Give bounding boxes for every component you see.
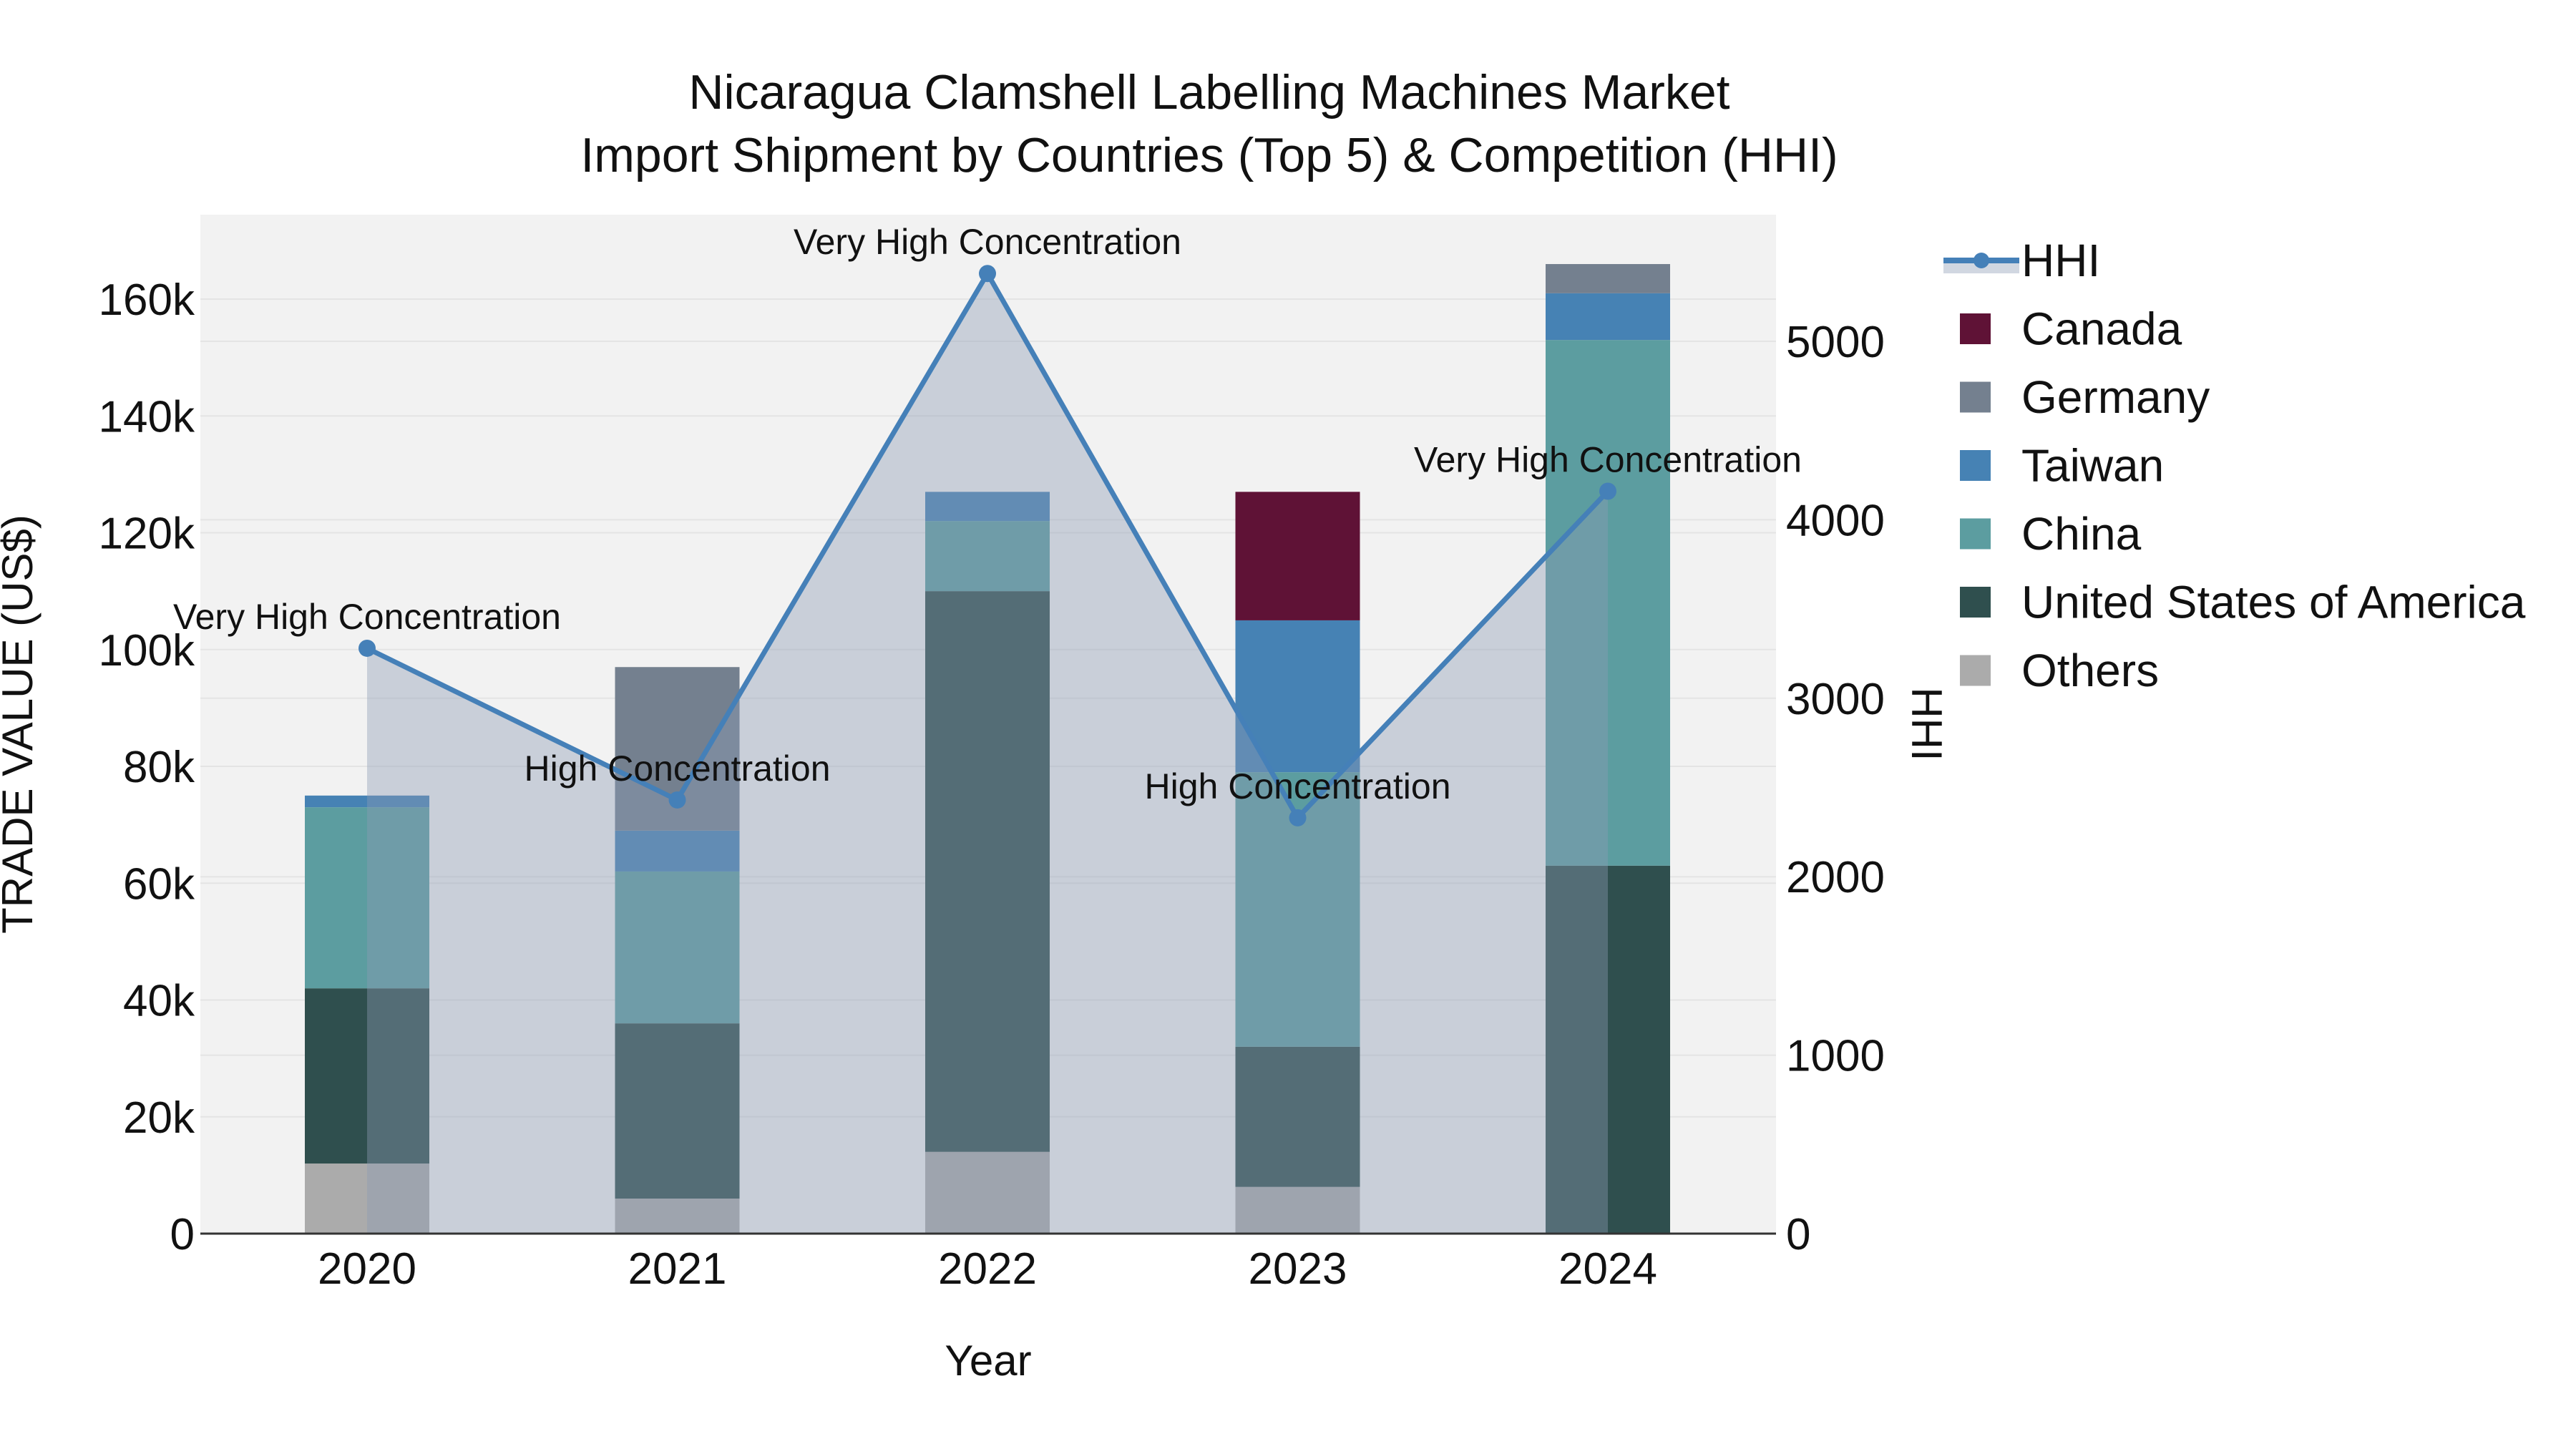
hhi-marker[interactable] bbox=[1289, 809, 1307, 826]
y-left-tick-label: 160k bbox=[99, 275, 195, 325]
annotation-label: High Concentration bbox=[1144, 766, 1450, 806]
bar-segment[interactable] bbox=[925, 492, 1050, 522]
legend-hhi-marker-sample bbox=[1974, 253, 1989, 268]
x-tick-label: 2024 bbox=[1558, 1244, 1657, 1294]
hhi-marker[interactable] bbox=[358, 639, 376, 657]
x-axis-title: Year bbox=[945, 1337, 1031, 1385]
annotation-label: High Concentration bbox=[524, 748, 830, 789]
bar-segment[interactable] bbox=[615, 871, 740, 1024]
bar-segment[interactable] bbox=[305, 1163, 429, 1234]
y-left-tick-label: 60k bbox=[123, 859, 195, 909]
legend-label: Canada bbox=[2021, 303, 2182, 355]
legend-item[interactable]: Germany bbox=[1960, 371, 2210, 423]
bar-segment[interactable] bbox=[1235, 1186, 1360, 1234]
legend-item[interactable]: Canada bbox=[1960, 303, 2182, 355]
hhi-line-group bbox=[358, 265, 1616, 826]
legend-label: United States of America bbox=[2021, 577, 2526, 628]
x-tick-label: 2023 bbox=[1249, 1244, 1347, 1294]
legend-item[interactable]: HHI bbox=[1943, 235, 2100, 286]
legend-item[interactable]: China bbox=[1960, 508, 2142, 560]
legend-label: Germany bbox=[2021, 371, 2210, 423]
legend-swatch bbox=[1960, 655, 1991, 686]
bar-segment[interactable] bbox=[305, 988, 429, 1164]
hhi-area-fill bbox=[367, 273, 1608, 1234]
legend-label: China bbox=[2021, 508, 2142, 560]
bar-segment[interactable] bbox=[305, 807, 429, 989]
annotation-label: Very High Concentration bbox=[1414, 439, 1802, 479]
legend-swatch bbox=[1960, 313, 1991, 344]
legend-label: Others bbox=[2021, 645, 2159, 696]
legend: HHI Canada Germany Taiwan China United States… bbox=[1943, 235, 2526, 696]
stacked-bars-group bbox=[305, 264, 1670, 1234]
legend-label: HHI bbox=[2021, 235, 2100, 286]
y-right-tick-label: 2000 bbox=[1786, 853, 1885, 902]
bar-segment[interactable] bbox=[1546, 340, 1670, 866]
bar-segment[interactable] bbox=[1546, 293, 1670, 341]
bar-segment[interactable] bbox=[1546, 865, 1670, 1234]
hhi-marker[interactable] bbox=[979, 265, 996, 283]
bar-segment[interactable] bbox=[615, 1199, 740, 1234]
annotation-label: Very High Concentration bbox=[794, 222, 1181, 262]
legend-swatch bbox=[1960, 381, 1991, 413]
annotations-group: Very High Concentration High Concentratio… bbox=[173, 222, 1802, 806]
legend-swatch bbox=[1960, 518, 1991, 550]
legend-swatch bbox=[1960, 450, 1991, 481]
hhi-area bbox=[367, 273, 1608, 1234]
y-right-axis-title: HHI bbox=[1903, 687, 1951, 761]
hhi-marker[interactable] bbox=[1599, 482, 1616, 500]
bar-segment[interactable] bbox=[925, 521, 1050, 592]
y-right-tick-label: 0 bbox=[1786, 1210, 1810, 1259]
bar-segment[interactable] bbox=[615, 830, 740, 872]
bar-segment[interactable] bbox=[1235, 1046, 1360, 1187]
y-right-tick-label: 1000 bbox=[1786, 1032, 1885, 1081]
bar-segment[interactable] bbox=[1546, 264, 1670, 293]
chart-title-line2: Import Shipment by Countries (Top 5) & C… bbox=[580, 128, 1838, 182]
y-left-tick-label: 140k bbox=[99, 392, 195, 441]
y-left-tick-label: 40k bbox=[123, 977, 195, 1026]
bar-segment[interactable] bbox=[925, 1151, 1050, 1234]
legend-item[interactable]: Others bbox=[1960, 645, 2159, 696]
bar-segment[interactable] bbox=[305, 795, 429, 808]
bar-segment[interactable] bbox=[615, 1023, 740, 1199]
hhi-marker[interactable] bbox=[668, 791, 686, 809]
y-right-tick-label: 3000 bbox=[1786, 675, 1885, 724]
annotation-label: Very High Concentration bbox=[173, 597, 561, 637]
chart-title-line1: Nicaragua Clamshell Labelling Machines M… bbox=[688, 65, 1729, 119]
legend-swatch bbox=[1960, 587, 1991, 618]
x-tick-label: 2020 bbox=[318, 1244, 416, 1294]
x-tick-label: 2022 bbox=[938, 1244, 1037, 1294]
y-left-tick-label: 100k bbox=[99, 626, 195, 675]
legend-label: Taiwan bbox=[2021, 440, 2164, 492]
y-right-tick-label: 5000 bbox=[1786, 318, 1885, 367]
y-left-axis-title: TRADE VALUE (US$) bbox=[0, 514, 42, 934]
y-left-tick-label: 0 bbox=[170, 1210, 195, 1259]
y-left-tick-label: 80k bbox=[123, 743, 195, 792]
legend-item[interactable]: United States of America bbox=[1960, 577, 2526, 628]
legend-item[interactable]: Taiwan bbox=[1960, 440, 2164, 492]
y-left-tick-label: 20k bbox=[123, 1093, 195, 1143]
axis-tick-labels: 0 20k 40k 60k 80k 100k 120k 140k 160k 0 1000 2000 30… bbox=[99, 275, 1885, 1294]
x-tick-label: 2021 bbox=[628, 1244, 727, 1294]
bar-segment[interactable] bbox=[1235, 492, 1360, 620]
bar-segment[interactable] bbox=[925, 591, 1050, 1152]
y-right-tick-label: 4000 bbox=[1786, 496, 1885, 545]
y-left-tick-label: 120k bbox=[99, 509, 195, 559]
